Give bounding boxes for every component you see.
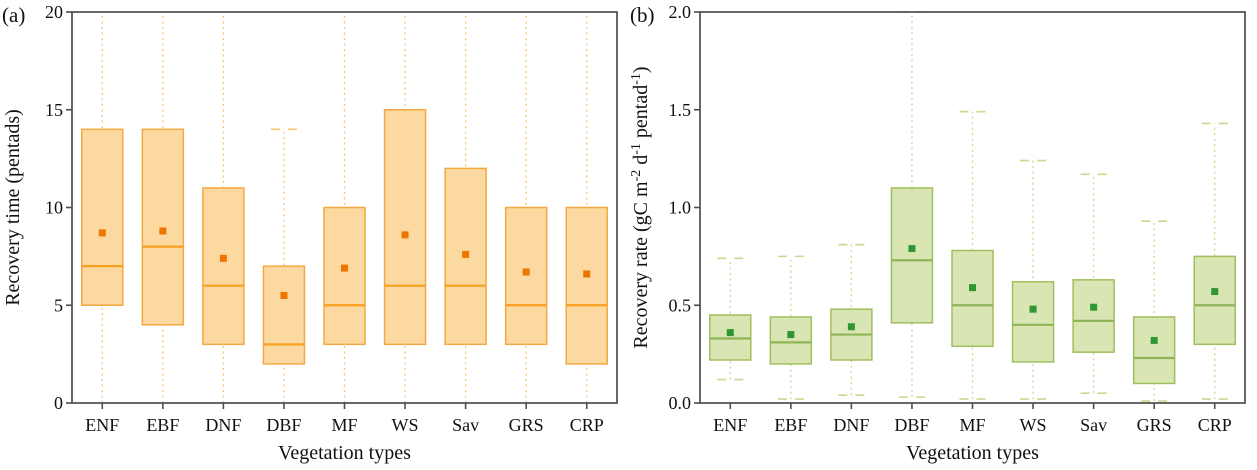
- mean-marker: [219, 254, 227, 262]
- iqr-box: [890, 187, 934, 324]
- x-tick-label: Sav: [1080, 415, 1107, 435]
- box-group-MF: [323, 12, 366, 403]
- x-tick-label: EBF: [774, 415, 807, 435]
- iqr-box: [504, 206, 548, 346]
- x-tick-label: MF: [331, 415, 357, 435]
- iqr-box: [1193, 255, 1236, 346]
- y-axis-title: Recovery rate (gC m-2​ d-1​ pentad-1​): [629, 66, 652, 348]
- x-tick-label: DBF: [266, 415, 301, 435]
- x-tick-label: ENF: [713, 415, 747, 435]
- iqr-box: [1072, 279, 1115, 353]
- panel-letter: (b): [630, 3, 655, 27]
- y-tick-label: 0.5: [669, 295, 692, 315]
- y-tick-label: 1.0: [669, 198, 692, 218]
- box-group-GRS: [504, 12, 548, 403]
- box-group-DBF: [262, 128, 306, 403]
- mean-marker: [98, 229, 106, 237]
- iqr-box: [769, 316, 813, 365]
- mean-marker: [280, 291, 288, 299]
- panel-a: (a) 0 5 10 15 20 ENF EBF DNF DBF MF WS Sav GRS CRP Vege…: [0, 0, 628, 470]
- mean-marker: [159, 227, 167, 235]
- iqr-box: [565, 206, 608, 365]
- iqr-box: [444, 167, 487, 346]
- mean-marker: [462, 250, 470, 258]
- x-tick-label: DNF: [833, 415, 869, 435]
- mean-marker: [401, 231, 409, 239]
- mean-marker: [1211, 288, 1219, 296]
- x-tick-label: ENF: [85, 415, 119, 435]
- mean-marker: [341, 264, 348, 272]
- box-group-DNF: [202, 12, 245, 403]
- y-tick-label: 1.5: [669, 100, 692, 120]
- x-tick-label: WS: [392, 415, 419, 435]
- box-group-ENF: [81, 12, 124, 403]
- mean-marker: [969, 284, 976, 292]
- y-tick-label: 2.0: [669, 2, 692, 22]
- box-group-ENF: [709, 257, 752, 381]
- panel-b-plot: (b) 0.0 0.5 1.0 1.5 2.0 ENF EBF DNF DBF MF WS Sav GRS…: [629, 2, 1246, 464]
- box-group-Sav: [444, 12, 487, 403]
- iqr-box: [1132, 316, 1176, 385]
- x-tick-label: WS: [1020, 415, 1047, 435]
- x-axis-title: Vegetation types: [906, 442, 1039, 464]
- iqr-box: [202, 187, 245, 346]
- y-tick-label: 15: [45, 100, 63, 120]
- box-group-MF: [951, 110, 994, 400]
- x-tick-label: DNF: [205, 415, 241, 435]
- box-group-EBF: [769, 255, 813, 400]
- iqr-box: [323, 206, 366, 346]
- mean-marker: [847, 323, 855, 331]
- iqr-box: [141, 128, 185, 326]
- y-tick-label: 20: [45, 2, 63, 22]
- box-group-CRP: [565, 12, 608, 403]
- mean-marker: [583, 270, 591, 278]
- mean-marker: [1090, 303, 1098, 311]
- box-group-CRP: [1193, 122, 1236, 400]
- x-tick-label: GRS: [509, 415, 544, 435]
- y-tick-label: 5: [54, 295, 63, 315]
- x-tick-label: EBF: [146, 415, 179, 435]
- mean-marker: [787, 331, 795, 339]
- panel-b: (b) 0.0 0.5 1.0 1.5 2.0 ENF EBF DNF DBF MF WS Sav GRS…: [628, 0, 1257, 470]
- box-group-WS: [383, 12, 427, 403]
- box-group-WS: [1011, 159, 1055, 400]
- iqr-box: [81, 128, 124, 306]
- y-tick-label: 10: [45, 198, 63, 218]
- x-axis-title: Vegetation types: [278, 442, 411, 464]
- box-group-GRS: [1132, 220, 1176, 402]
- mean-marker: [726, 329, 734, 337]
- iqr-box: [383, 109, 427, 346]
- panel-a-plot: (a) 0 5 10 15 20 ENF EBF DNF DBF MF WS Sav GRS CRP Vege…: [2, 2, 618, 464]
- x-tick-label: CRP: [570, 415, 604, 435]
- iqr-box: [262, 265, 306, 365]
- mean-marker: [522, 268, 530, 276]
- iqr-box: [951, 249, 994, 348]
- mean-marker: [1029, 305, 1037, 313]
- box-group-Sav: [1072, 173, 1115, 395]
- x-tick-label: Sav: [452, 415, 479, 435]
- mean-marker: [1150, 336, 1158, 344]
- iqr-box: [1011, 281, 1055, 363]
- y-tick-label: 0: [54, 393, 63, 413]
- x-tick-label: DBF: [894, 415, 929, 435]
- x-tick-label: MF: [959, 415, 985, 435]
- box-group-DBF: [890, 11, 934, 398]
- x-tick-label: CRP: [1198, 415, 1232, 435]
- x-tick-label: GRS: [1137, 415, 1172, 435]
- box-group-EBF: [141, 12, 185, 403]
- box-group-DNF: [830, 243, 873, 396]
- mean-marker: [908, 245, 916, 253]
- y-axis-title: Recovery time (pentads): [2, 109, 24, 306]
- panel-letter: (a): [2, 3, 25, 27]
- y-tick-label: 0.0: [669, 393, 692, 413]
